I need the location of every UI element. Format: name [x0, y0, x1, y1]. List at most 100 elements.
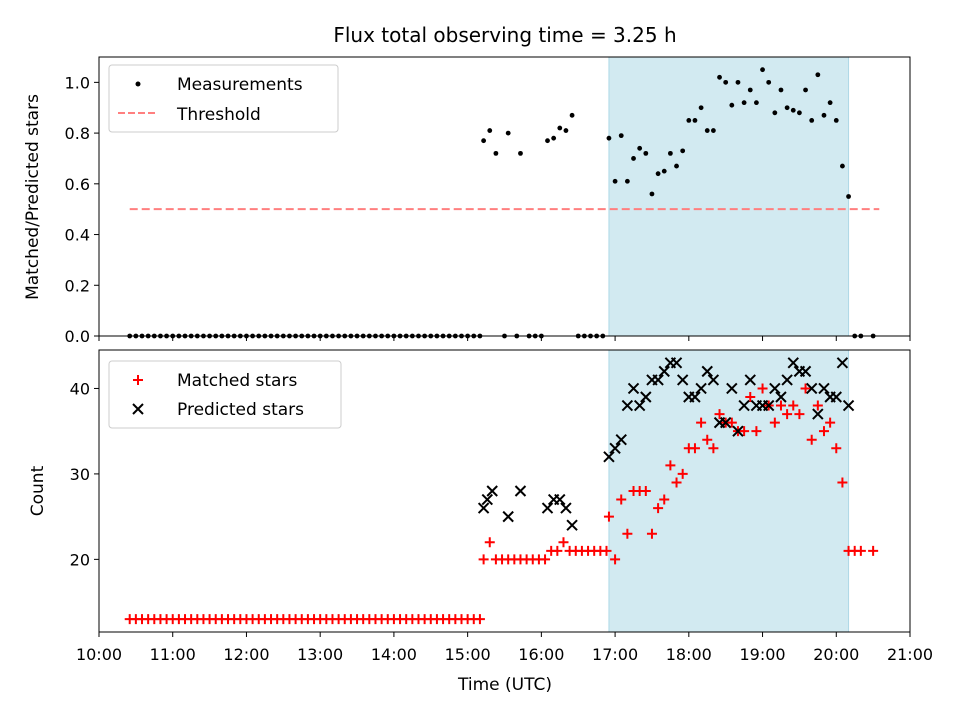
measurement-point — [481, 138, 487, 144]
top-y-tick-label: 0.8 — [65, 124, 90, 143]
predicted-star-point — [732, 425, 744, 437]
top-x-ticks — [98, 336, 911, 341]
measurement-point — [606, 135, 612, 141]
measurement-point — [741, 100, 747, 106]
matched-star-point — [812, 400, 823, 411]
measurement-point — [493, 150, 499, 156]
x-tick-label: 10:00 — [76, 645, 122, 664]
bottom-panel: 20 30 40 10:00 11:00 12:00 13:00 14:00 15:00 16:… — [28, 349, 933, 695]
measurement-point — [803, 87, 808, 93]
chart-title: Flux total observing time = 3.25 h — [333, 23, 676, 47]
predicted-star-point — [836, 357, 849, 369]
measurement-point — [760, 67, 765, 73]
measurement-point — [612, 178, 618, 184]
top-shaded-region — [608, 56, 850, 337]
measurement-point — [655, 171, 661, 177]
matched-star-point — [603, 511, 614, 522]
predicted-star-point — [615, 434, 627, 446]
measurement-point — [778, 87, 784, 93]
predicted-star-point — [781, 374, 793, 386]
legend-threshold-label: Threshold — [176, 105, 261, 125]
measurement-point — [704, 128, 710, 133]
predicted-star-point — [481, 493, 494, 506]
predicted-star-point — [805, 382, 818, 395]
matched-star-point — [616, 494, 627, 505]
matched-star-point — [775, 400, 786, 411]
predicted-star-point — [603, 451, 615, 463]
bottom-y-tick-label: 40 — [70, 379, 90, 398]
bottom-y-tick-label: 20 — [70, 550, 90, 569]
matched-star-point — [659, 494, 670, 505]
measurement-point — [631, 156, 636, 161]
x-tick-label: 19:00 — [739, 645, 785, 664]
predicted-star-point — [695, 382, 707, 395]
top-y-label: Matched/Predicted stars — [23, 94, 43, 300]
matched-star-point — [640, 486, 651, 496]
measurement-point — [649, 191, 655, 197]
legend-predicted-marker — [132, 403, 144, 415]
legend-matched-marker — [133, 375, 143, 385]
predicted-star-point — [799, 365, 812, 378]
measurement-point — [680, 148, 686, 154]
matched-star-point — [671, 477, 682, 488]
matched-star-point — [702, 434, 713, 445]
bottom-legend: Matched stars Predicted stars — [108, 360, 342, 429]
measurement-point — [833, 118, 839, 123]
measurement-point — [557, 125, 563, 131]
x-tick-label: 18:00 — [666, 645, 712, 664]
measurement-point — [827, 100, 833, 106]
measurement-point — [840, 163, 845, 169]
predicted-star-point — [609, 442, 621, 454]
measurement-point — [643, 150, 649, 156]
top-y-tick-label: 0.0 — [65, 327, 90, 346]
measurement-point — [667, 150, 673, 156]
predicted-star-point — [560, 502, 572, 514]
measurement-point — [686, 118, 692, 123]
bottom-plot-points — [124, 357, 879, 625]
matched-star-point — [831, 443, 842, 454]
matched-star-point — [653, 503, 664, 514]
matched-star-point — [757, 383, 768, 394]
bottom-y-tick-label: 30 — [70, 465, 90, 484]
top-y-tick-label: 0.2 — [65, 276, 90, 295]
x-axis-label: Time (UTC) — [457, 675, 552, 695]
predicted-star-point — [738, 399, 750, 412]
matched-star-point — [646, 528, 657, 539]
matched-star-point — [478, 554, 489, 565]
matched-star-point — [474, 614, 485, 625]
measurement-point — [754, 100, 759, 106]
predicted-star-point — [502, 510, 514, 523]
matched-star-point — [726, 417, 737, 428]
matched-star-point — [552, 545, 563, 556]
measurement-point — [735, 79, 741, 85]
measurement-point — [551, 135, 557, 141]
legend-matched-label: Matched stars — [177, 371, 297, 391]
matched-star-point — [677, 468, 688, 479]
top-y-tick-label: 0.4 — [65, 226, 90, 245]
matched-star-point — [769, 417, 780, 428]
measurement-point — [518, 150, 523, 156]
top-legend-box — [108, 64, 339, 133]
matched-star-point — [825, 417, 836, 428]
measurement-point — [723, 79, 729, 85]
legend-predicted-label: Predicted stars — [177, 400, 304, 420]
matched-star-point — [855, 545, 866, 556]
measurement-point — [846, 194, 851, 199]
measurement-point — [766, 79, 772, 85]
predicted-star-point — [689, 391, 701, 403]
matched-star-point — [708, 443, 719, 454]
matched-star-point — [837, 477, 848, 488]
measurement-point — [674, 163, 679, 169]
predicted-star-point — [477, 502, 490, 514]
matched-star-point — [818, 426, 829, 437]
measurement-point — [821, 112, 827, 118]
matched-star-point — [794, 409, 805, 420]
bottom-x-ticks: 10:00 11:00 12:00 13:00 14:00 15:00 16:00 17:00… — [76, 632, 933, 664]
predicted-star-point — [627, 382, 640, 395]
matched-star-point — [601, 545, 612, 556]
x-tick-label: 14:00 — [371, 645, 417, 664]
top-y-tick-label: 0.6 — [65, 175, 90, 194]
matched-star-point — [610, 554, 621, 565]
top-axes-frame — [98, 56, 911, 337]
